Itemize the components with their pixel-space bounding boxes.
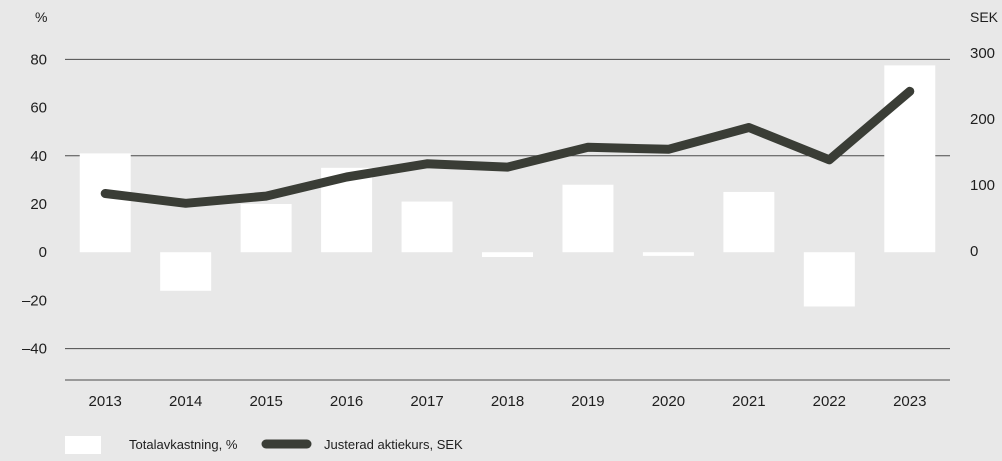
bar-2015 (240, 204, 292, 253)
right-axis-unit: SEK (970, 9, 999, 25)
bar-2018 (482, 252, 533, 258)
x-tick-label: 2022 (813, 393, 846, 410)
x-axis: 2013 2014 2015 2016 2017 2018 2019 2020 2021 2022… (89, 393, 927, 410)
left-axis: % 80 60 40 20 0 –20 –40 (22, 9, 47, 358)
bar-2019 (562, 184, 614, 253)
price-point-2022 (828, 158, 831, 161)
price-point-2017 (426, 162, 429, 165)
price-point-2016 (345, 175, 348, 178)
bar-2020 (642, 252, 694, 256)
bar-2021 (723, 191, 775, 253)
left-tick-label: 40 (30, 148, 47, 165)
left-tick-label: 80 (30, 51, 47, 68)
left-tick-label: 60 (30, 100, 47, 117)
legend-label-share-price: Justerad aktiekurs, SEK (324, 437, 463, 452)
right-axis: SEK 300 200 100 0 (970, 9, 999, 260)
price-point-2014 (184, 202, 187, 205)
x-tick-label: 2018 (491, 393, 524, 410)
right-tick-label: 0 (970, 243, 978, 260)
right-tick-label: 300 (970, 45, 995, 62)
price-point-2018 (506, 166, 509, 169)
left-tick-label: –40 (22, 341, 47, 358)
legend: Totalavkastning, % Justerad aktiekurs, S… (65, 436, 463, 454)
x-tick-label: 2013 (89, 393, 122, 410)
price-point-2019 (586, 146, 589, 149)
x-tick-label: 2017 (410, 393, 443, 410)
price-line-path (100, 86, 915, 208)
x-tick-label: 2016 (330, 393, 363, 410)
x-tick-label: 2019 (571, 393, 604, 410)
left-tick-label: 0 (39, 244, 47, 261)
bar-2022 (803, 252, 855, 307)
legend-label-total-return: Totalavkastning, % (129, 437, 238, 452)
bar-2014 (160, 252, 212, 291)
bars (79, 65, 936, 307)
price-point-2015 (265, 195, 268, 198)
right-tick-label: 200 (970, 111, 995, 128)
x-tick-label: 2023 (893, 393, 926, 410)
legend-swatch-total-return (65, 436, 101, 454)
x-tick-label: 2014 (169, 393, 202, 410)
bar-2013 (79, 153, 131, 253)
bar-2017 (401, 201, 453, 253)
price-point-2023 (908, 90, 911, 93)
left-axis-unit: % (35, 9, 47, 25)
left-tick-label: –20 (22, 292, 47, 309)
gridlines (65, 58, 950, 381)
left-tick-label: 20 (30, 196, 47, 213)
price-point-2013 (104, 192, 107, 195)
x-tick-label: 2021 (732, 393, 765, 410)
price-point-2020 (667, 148, 670, 151)
x-tick-label: 2020 (652, 393, 685, 410)
price-line (100, 86, 915, 208)
right-tick-label: 100 (970, 177, 995, 194)
price-point-2021 (747, 126, 750, 129)
x-tick-label: 2015 (249, 393, 282, 410)
